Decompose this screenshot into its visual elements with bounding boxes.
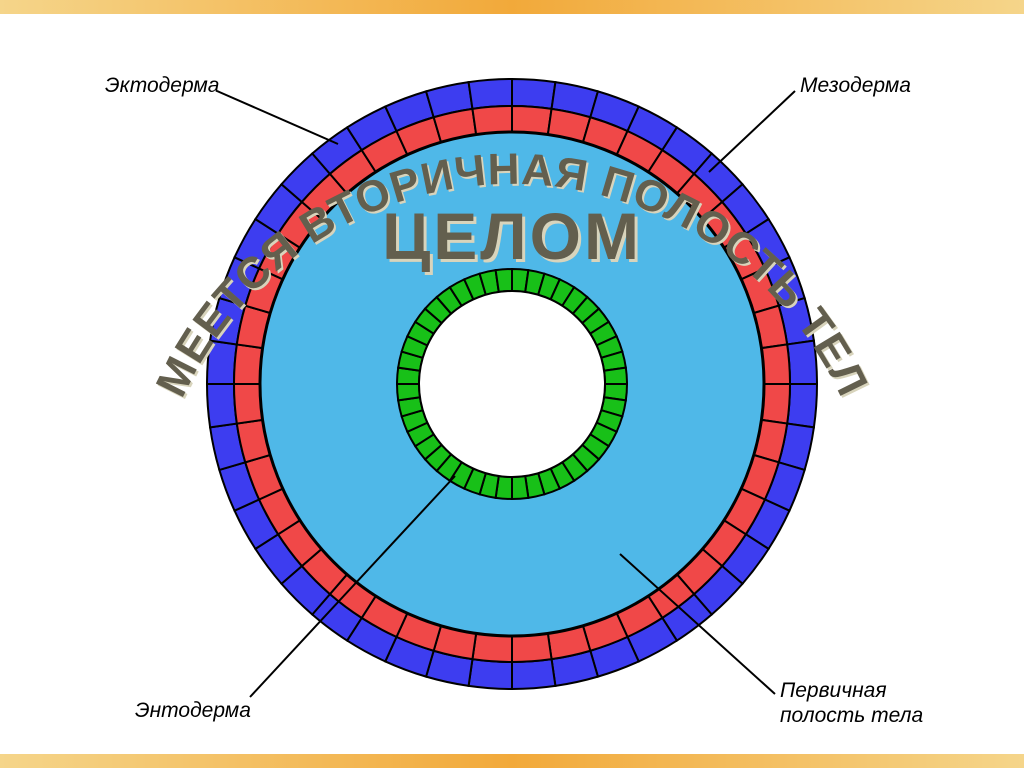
label-endoderm: Энтодерма: [135, 699, 251, 723]
label-ectoderm: Эктодерма: [105, 74, 219, 98]
slide-frame: Эктодерма Мезодерма Энтодерма Первичная …: [0, 0, 1024, 768]
label-primary-cavity-line1: Первичная: [780, 679, 887, 703]
label-mesoderm: Мезодерма: [800, 74, 911, 98]
germ-layers-diagram: [0, 14, 1024, 754]
label-primary-cavity-line2: полость тела: [780, 704, 923, 728]
border-bottom: [0, 754, 1024, 768]
border-top: [0, 0, 1024, 14]
diagram-canvas: Эктодерма Мезодерма Энтодерма Первичная …: [0, 14, 1024, 754]
